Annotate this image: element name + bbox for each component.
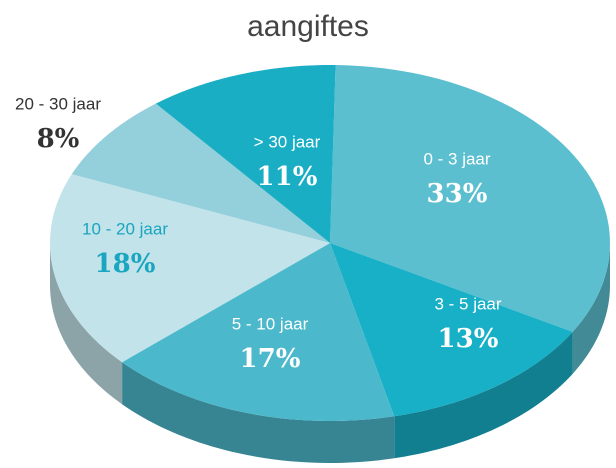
- slice-label: 10 - 20 jaar: [82, 219, 168, 238]
- slice-label: > 30 jaar: [254, 132, 321, 151]
- slice-value: 33%: [427, 179, 488, 209]
- slice-side: [572, 243, 610, 374]
- slice: [122, 243, 395, 421]
- slice-value: 11%: [257, 162, 318, 192]
- slice-value: 13%: [438, 324, 499, 354]
- slice-side: [122, 362, 395, 463]
- slice: [330, 65, 610, 332]
- slice-side: [50, 243, 123, 405]
- slice-label: 20 - 30 jaar: [15, 94, 101, 113]
- slice-value: 8%: [37, 124, 80, 154]
- slice-side: [394, 331, 573, 459]
- slice-label: 0 - 3 jaar: [423, 149, 490, 168]
- slice: [50, 174, 331, 363]
- slice-value: 18%: [95, 249, 156, 279]
- slice: [71, 103, 331, 243]
- slice: [155, 65, 336, 243]
- slice-label: 3 - 5 jaar: [434, 294, 501, 313]
- slice-value: 17%: [240, 344, 301, 374]
- chart-title: aangiftes: [247, 10, 369, 43]
- slice-label: 5 - 10 jaar: [232, 314, 309, 333]
- slice: [330, 243, 573, 417]
